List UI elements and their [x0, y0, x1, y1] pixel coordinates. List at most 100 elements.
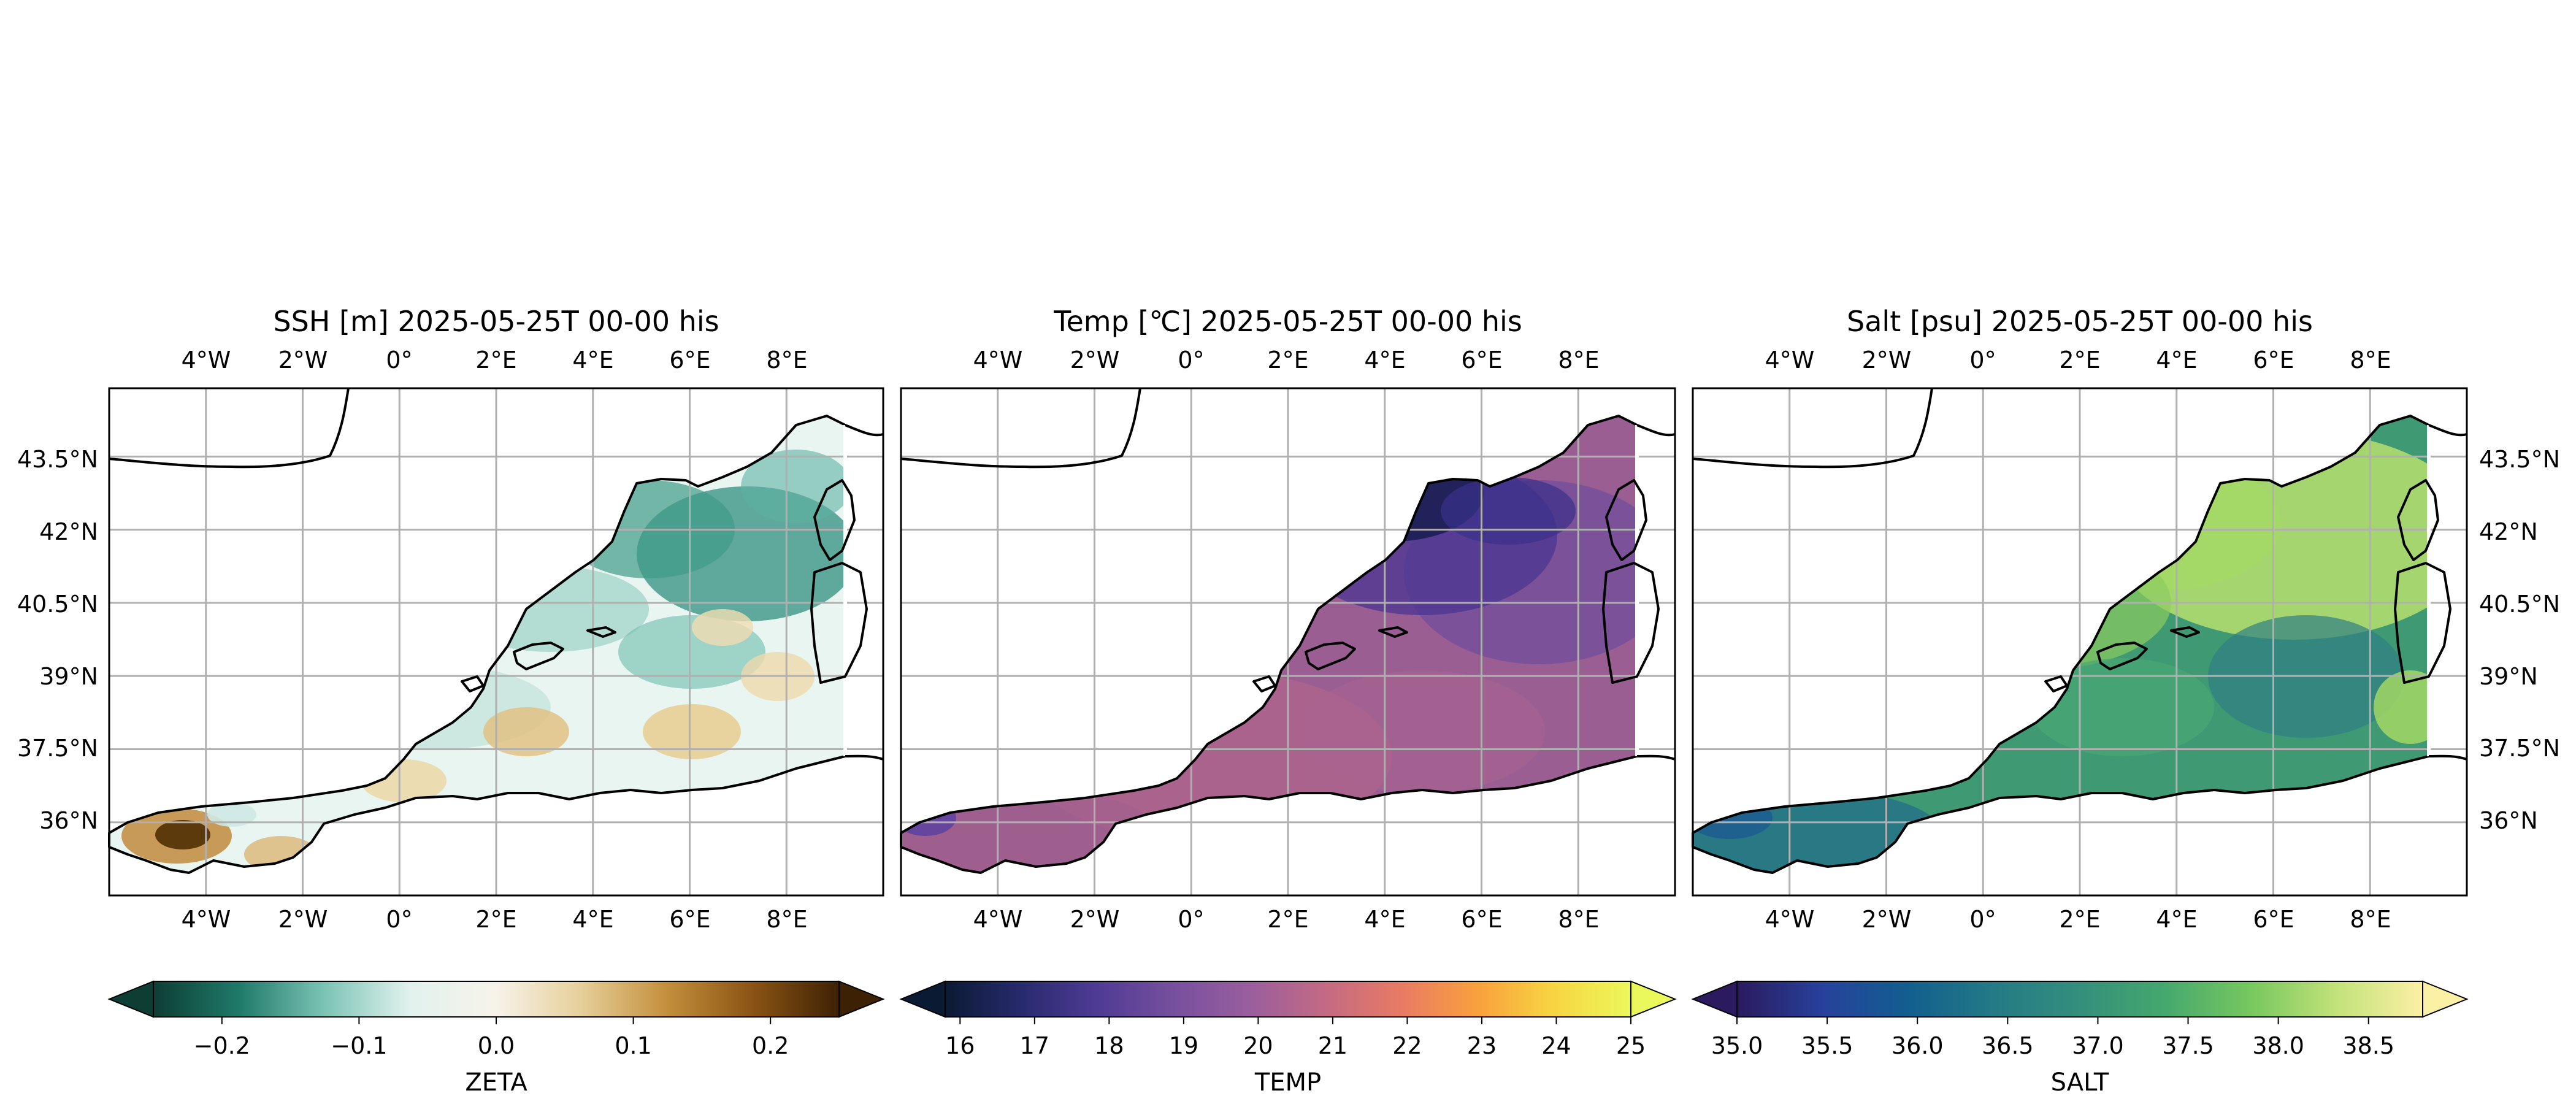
gridlines-temp — [901, 388, 1675, 895]
island-menorca — [586, 626, 616, 638]
lat-tick: 39°N — [39, 663, 98, 690]
lon-tick: 2°E — [2059, 347, 2100, 374]
coastline-biscay — [900, 388, 1141, 469]
colorbar-tick-label: 23 — [1467, 1032, 1497, 1059]
lon-tick: 8°E — [2350, 347, 2391, 374]
island-ibiza — [2044, 675, 2068, 692]
colorbar-tick-label: 0.1 — [615, 1032, 651, 1059]
lon-tick: 6°E — [1461, 906, 1502, 933]
lon-tick: 2°W — [1862, 906, 1912, 933]
lon-tick: 2°W — [278, 906, 328, 933]
lon-tick: 8°E — [766, 347, 807, 374]
lon-tick: 0° — [386, 347, 412, 374]
coastline-italy — [2428, 424, 2467, 437]
colorbar-tick-label: 20 — [1243, 1032, 1273, 1059]
lat-ticks-right-salt: 43.5°N 42°N 40.5°N 39°N 37.5°N 36°N — [2479, 446, 2560, 834]
island-mallorca — [513, 642, 564, 670]
lon-tick: 2°E — [1267, 347, 1308, 374]
colorbar-tick-label: 38.5 — [2342, 1032, 2394, 1059]
coastline-salt — [1692, 388, 2467, 874]
lon-tick: 8°E — [766, 906, 807, 933]
colorbar-label-temp: TEMP — [1254, 1068, 1321, 1097]
island-sardinia — [1602, 562, 1660, 684]
lon-tick: 4°E — [1364, 906, 1405, 933]
colorbar-extend-min — [107, 980, 154, 1018]
lon-tick: 2°E — [475, 906, 516, 933]
map-frame-temp — [900, 387, 1676, 897]
lon-ticks-top-temp: 4°W 2°W 0° 2°E 4°E 6°E 8°E — [973, 347, 1600, 374]
lat-tick: 43.5°N — [2479, 446, 2560, 473]
lon-tick: 4°E — [572, 347, 613, 374]
lon-tick: 2°W — [278, 347, 328, 374]
island-corsica — [813, 479, 856, 561]
colorbar-label-salt: SALT — [2051, 1068, 2109, 1097]
colorbar-tick-label: 37.5 — [2162, 1032, 2214, 1059]
island-ibiza — [461, 675, 485, 692]
colorbar-tick-label: −0.2 — [194, 1032, 250, 1059]
panel-salt: Salt [psu] 2025-05-25T 00-00 his 4°W 2°W — [1692, 305, 2560, 933]
colorbar-tick-label: 21 — [1318, 1032, 1347, 1059]
map-frame-salt — [1692, 387, 2468, 897]
panel-ssh: SSH [m] 2025-05-25T 00-00 his — [17, 305, 884, 933]
colorbar-tick-label: 35.0 — [1711, 1032, 1763, 1059]
colorbar-ssh: −0.2 −0.1 0.0 0.1 0.2 ZETA — [107, 980, 885, 1097]
lon-tick: 0° — [1969, 906, 1996, 933]
lon-tick: 0° — [386, 906, 412, 933]
island-mallorca — [1305, 642, 1356, 670]
lon-tick: 4°W — [1765, 347, 1815, 374]
lon-tick: 8°E — [1558, 906, 1599, 933]
lat-tick: 39°N — [2479, 663, 2538, 690]
gridlines-salt — [1693, 388, 2467, 895]
lon-tick: 2°W — [1070, 347, 1120, 374]
lon-ticks-bottom-temp: 4°W 2°W 0° 2°E 4°E 6°E 8°E — [973, 906, 1600, 933]
lon-tick: 2°W — [1070, 906, 1120, 933]
colorbar-tick-label: 0.0 — [478, 1032, 515, 1059]
lon-tick: 4°E — [572, 906, 613, 933]
island-mallorca — [2096, 642, 2148, 670]
lon-tick: 4°W — [1765, 906, 1815, 933]
colorbar-tick-label: 35.5 — [1801, 1032, 1853, 1059]
lat-tick: 42°N — [39, 518, 98, 545]
lon-ticks-bottom-ssh: 4°W 2°W 0° 2°E 4°E 6°E 8°E — [182, 906, 808, 933]
colorbar-bar — [1737, 981, 2423, 1017]
lon-tick: 6°E — [669, 906, 710, 933]
lon-tick: 4°W — [182, 347, 231, 374]
lon-tick: 6°E — [2253, 347, 2294, 374]
island-ibiza — [1252, 675, 1276, 692]
island-corsica — [1605, 479, 1647, 561]
lat-tick: 40.5°N — [2479, 591, 2560, 618]
colorbar-tick-label: 25 — [1616, 1032, 1646, 1059]
lon-tick: 8°E — [1558, 347, 1599, 374]
coastline-biscay — [109, 388, 350, 469]
coastline-tunisia — [1636, 754, 1676, 761]
coastline-temp — [900, 388, 1676, 874]
colorbar-extend-max — [2422, 980, 2469, 1018]
island-menorca — [1378, 626, 1408, 638]
coastline-tunisia — [845, 754, 884, 761]
coastline-ssh — [108, 388, 884, 874]
lat-tick: 42°N — [2479, 518, 2538, 545]
colorbar-label-ssh: ZETA — [465, 1068, 527, 1097]
lon-tick: 2°E — [2059, 906, 2100, 933]
coastline-biscay — [1692, 388, 1933, 469]
lat-ticks-left-ssh: 43.5°N 42°N 40.5°N 39°N 37.5°N 36°N — [17, 446, 98, 834]
panel-temp: Temp [℃] 2025-05-25T 00-00 his 4°W 2°W 0… — [900, 305, 1676, 933]
colorbar-bar — [153, 981, 839, 1017]
coastline — [1692, 415, 2430, 874]
island-sardinia — [2394, 562, 2451, 684]
lon-tick: 2°E — [1267, 906, 1308, 933]
lon-tick: 4°E — [1364, 347, 1405, 374]
gridlines-ssh — [109, 388, 883, 895]
colorbar-bar — [945, 981, 1631, 1017]
island-corsica — [2397, 479, 2439, 561]
colorbar-tick-label: −0.1 — [331, 1032, 387, 1059]
island-sardinia — [810, 562, 868, 684]
lon-tick: 2°W — [1862, 347, 1912, 374]
lon-tick: 4°W — [973, 906, 1023, 933]
lat-tick: 43.5°N — [17, 446, 98, 473]
map-frame-ssh — [108, 387, 884, 897]
lat-tick: 37.5°N — [2479, 735, 2560, 762]
colorbar-salt: 35.0 35.5 36.0 36.5 37.0 37.5 38.0 38.5 SALT — [1691, 980, 2469, 1097]
lat-tick: 37.5°N — [17, 735, 98, 762]
colorbar-extend-max — [1630, 980, 1677, 1018]
